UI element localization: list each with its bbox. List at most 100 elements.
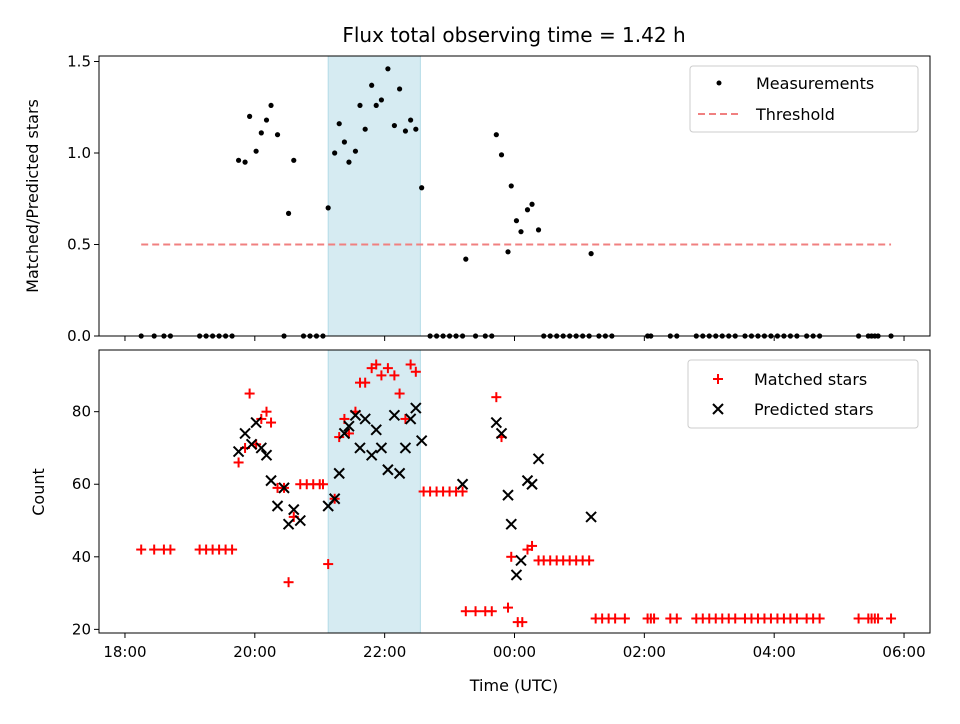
predicted-stars-point bbox=[532, 453, 545, 465]
count-ytick-label: 60 bbox=[72, 475, 91, 493]
count-panel-legend: Matched stars Predicted stars bbox=[687, 359, 919, 429]
matched-stars-point bbox=[382, 363, 393, 374]
predicted-stars-point bbox=[490, 416, 503, 429]
count-xtick-label: 00:00 bbox=[493, 643, 536, 661]
ratio-ytick-label: 0.0 bbox=[67, 327, 91, 345]
matched-stars-point bbox=[527, 540, 538, 551]
measurement-point bbox=[253, 148, 259, 154]
predicted-stars-point bbox=[278, 482, 290, 494]
predicted-stars-point bbox=[328, 493, 341, 505]
measurement-point bbox=[352, 148, 359, 154]
measurement-point bbox=[402, 128, 409, 134]
predicted-stars-point bbox=[338, 427, 351, 440]
matched-stars-point bbox=[149, 544, 160, 555]
matched-stars-point bbox=[334, 432, 345, 443]
measurement-point bbox=[369, 82, 375, 88]
predicted-stars-point bbox=[271, 500, 284, 512]
chart-title: Flux total observing time = 1.42 h bbox=[342, 23, 685, 47]
predicted-stars-point bbox=[515, 554, 527, 567]
matched-stars-point bbox=[266, 417, 277, 428]
matched-stars-point bbox=[671, 613, 682, 624]
predicted-stars-point bbox=[495, 427, 508, 440]
matched-stars-point bbox=[261, 406, 272, 417]
matched-stars-point bbox=[233, 457, 244, 468]
legend-matched-label: Matched stars bbox=[754, 370, 867, 389]
predicted-stars-point bbox=[260, 449, 273, 461]
matched-stars-point bbox=[389, 370, 400, 381]
measurement-point bbox=[274, 132, 281, 138]
legend-predicted-marker bbox=[712, 403, 724, 415]
measurement-point bbox=[413, 126, 419, 132]
measurement-point bbox=[588, 251, 594, 257]
measurement-point bbox=[235, 157, 242, 163]
legend-measurements-marker bbox=[716, 80, 722, 86]
ratio-panel-ticks: 0.0 0.5 1.0 1.5 bbox=[67, 52, 905, 345]
matched-stars-point bbox=[886, 613, 897, 624]
count-panel-shaded-region bbox=[327, 349, 421, 634]
ratio-panel-legend: Measurements Threshold bbox=[689, 65, 919, 133]
count-ytick-label: 80 bbox=[72, 403, 91, 421]
ratio-panel-shaded-region bbox=[327, 55, 421, 337]
matched-stars-point bbox=[283, 577, 294, 588]
measurement-point bbox=[391, 122, 397, 129]
predicted-stars-point bbox=[265, 474, 277, 487]
predicted-stars-point bbox=[245, 438, 258, 451]
count-ytick-label: 20 bbox=[72, 620, 91, 638]
count-xtick-label: 04:00 bbox=[753, 643, 796, 661]
measurement-point bbox=[291, 157, 297, 163]
measurement-point bbox=[362, 126, 368, 132]
matched-stars-point bbox=[317, 479, 328, 490]
matched-stars-point bbox=[791, 613, 802, 624]
predicted-stars-point bbox=[388, 409, 401, 422]
count-xtick-label: 06:00 bbox=[882, 643, 925, 661]
predicted-stars-point bbox=[365, 449, 378, 461]
matched-stars-point bbox=[649, 613, 660, 624]
predicted-stars-point bbox=[359, 413, 371, 425]
count-panel: 20 40 60 80 18:00 20:00 22:00 00:00 02:00 04:00 06… bbox=[29, 349, 931, 695]
ratio-panel: 0.0 0.5 1.0 1.5 Flux total observing time =… bbox=[23, 23, 931, 345]
measurement-point bbox=[408, 117, 414, 123]
matched-stars-point bbox=[517, 617, 528, 628]
measurement-point bbox=[463, 256, 469, 262]
measurement-point bbox=[529, 201, 535, 207]
measurement-point bbox=[524, 207, 531, 213]
legend-predicted-label: Predicted stars bbox=[754, 400, 874, 419]
matched-stars-point bbox=[405, 359, 416, 370]
matched-stars-point bbox=[136, 544, 147, 555]
measurement-point bbox=[341, 139, 348, 145]
legend-threshold-label: Threshold bbox=[755, 105, 835, 124]
count-xtick-label: 20:00 bbox=[233, 643, 276, 661]
measurement-point bbox=[336, 121, 342, 127]
measurement-point bbox=[505, 249, 511, 255]
measurement-point bbox=[332, 150, 338, 156]
measurement-point bbox=[508, 183, 514, 189]
matched-stars-point bbox=[853, 613, 864, 624]
ratio-ytick-label: 1.0 bbox=[67, 144, 91, 162]
count-panel-xlabel: Time (UTC) bbox=[469, 676, 558, 695]
matched-stars-point bbox=[503, 602, 514, 613]
predicted-stars-point bbox=[526, 478, 538, 490]
measurement-point bbox=[263, 117, 270, 123]
matched-stars-point bbox=[619, 613, 630, 624]
matched-stars-point bbox=[873, 613, 884, 624]
measurement-point bbox=[518, 229, 524, 235]
measurement-point bbox=[285, 210, 292, 216]
matched-stars-point bbox=[256, 413, 267, 424]
measurement-point bbox=[357, 102, 363, 109]
measurement-point bbox=[242, 159, 248, 165]
count-panel-points bbox=[136, 359, 897, 628]
ratio-ytick-label: 0.5 bbox=[67, 235, 91, 253]
measurement-point bbox=[247, 113, 253, 119]
matched-stars-point bbox=[457, 486, 468, 497]
measurement-point bbox=[378, 97, 385, 103]
matched-stars-point bbox=[360, 377, 371, 388]
matched-stars-point bbox=[506, 551, 517, 562]
predicted-stars-point bbox=[370, 424, 382, 436]
legend-box bbox=[687, 359, 919, 429]
predicted-stars-point bbox=[333, 467, 345, 480]
count-panel-ticks: 20 40 60 80 18:00 20:00 22:00 00:00 02:00 04:00 06… bbox=[72, 403, 926, 661]
measurement-point bbox=[325, 205, 331, 211]
predicted-stars-point bbox=[502, 489, 514, 501]
measurement-point bbox=[346, 159, 352, 165]
measurement-point bbox=[535, 227, 542, 233]
